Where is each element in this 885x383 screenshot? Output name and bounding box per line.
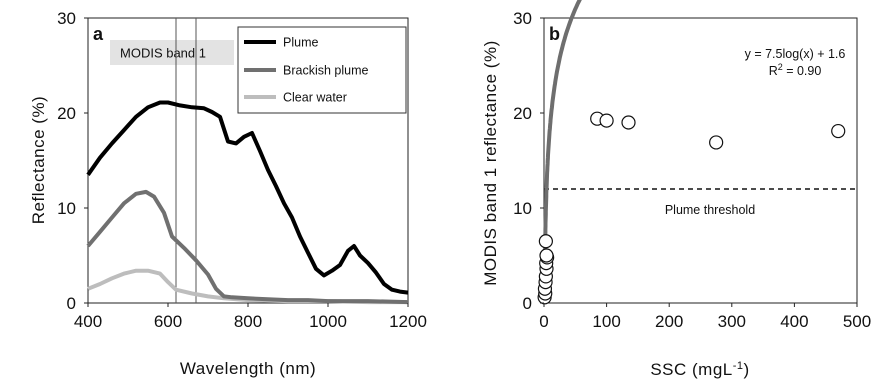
fit-r-squared: R2 = 0.90 xyxy=(769,62,822,78)
x-tick-label-b: 200 xyxy=(655,312,683,331)
data-point xyxy=(538,234,553,249)
panel-a-label: a xyxy=(93,24,104,44)
x-tick-label-b: 400 xyxy=(780,312,808,331)
data-point xyxy=(831,123,846,139)
x-tick-label-a: 1200 xyxy=(389,312,427,331)
x-tick-label-a: 600 xyxy=(154,312,182,331)
y-axis-label-a: Reflectance (%) xyxy=(29,96,48,224)
series-line-plume xyxy=(86,100,409,295)
y-axis-label-b: MODIS band 1 reflectance (%) xyxy=(481,40,500,285)
band-label-box xyxy=(110,40,234,65)
x-axis-label-b-text: SSC (mgL xyxy=(650,360,732,379)
legend-label-plume: Plume xyxy=(283,36,318,50)
y-tick-label-a: 0 xyxy=(67,294,76,313)
fit-equation: y = 7.5log(x) + 1.6 xyxy=(745,47,846,61)
y-tick-label-b: 10 xyxy=(513,199,532,218)
y-tick-label-b: 0 xyxy=(523,294,532,313)
panel-b: b y = 7.5log(x) + 1.6 R2 = 0.90 Plume th… xyxy=(481,0,871,379)
plume-threshold-label: Plume threshold xyxy=(665,203,755,217)
data-point xyxy=(599,113,614,128)
panel-b-frame xyxy=(543,17,858,304)
x-axis-label-b-end: ) xyxy=(744,360,750,379)
x-tick-label-a: 1000 xyxy=(309,312,347,331)
panel-a: a MODIS band 1 Plume Brackish plume Clea… xyxy=(29,9,427,378)
data-point xyxy=(621,115,636,130)
x-tick-label-a: 800 xyxy=(234,312,262,331)
fit-curve xyxy=(542,0,582,301)
y-tick-label-b: 30 xyxy=(513,9,532,28)
data-point xyxy=(539,248,554,263)
r2-label: R xyxy=(769,64,778,78)
x-tick-label-b: 100 xyxy=(592,312,620,331)
y-tick-label-a: 10 xyxy=(57,199,76,218)
y-tick-label-a: 30 xyxy=(57,9,76,28)
x-axis-label-b: SSC (mgL-1) xyxy=(650,360,749,379)
legend-label-clear: Clear water xyxy=(283,91,347,105)
y-tick-label-a: 20 xyxy=(57,104,76,123)
y-tick-label-b: 20 xyxy=(513,104,532,123)
data-point xyxy=(709,135,724,150)
x-axis-label-b-sup: -1 xyxy=(733,360,744,372)
band-label: MODIS band 1 xyxy=(120,46,206,61)
panel-b-label: b xyxy=(549,24,560,44)
x-tick-label-a: 400 xyxy=(74,312,102,331)
x-tick-label-b: 0 xyxy=(539,312,548,331)
legend: Plume Brackish plume Clear water xyxy=(237,26,407,114)
x-tick-label-b: 300 xyxy=(718,312,746,331)
x-tick-label-b: 500 xyxy=(843,312,871,331)
r2-superscript: 2 xyxy=(778,62,783,72)
series-line-brackish-plume xyxy=(86,189,409,305)
legend-label-brackish: Brackish plume xyxy=(283,64,368,78)
x-axis-label-a: Wavelength (nm) xyxy=(180,359,316,378)
r2-value: = 0.90 xyxy=(783,64,822,78)
